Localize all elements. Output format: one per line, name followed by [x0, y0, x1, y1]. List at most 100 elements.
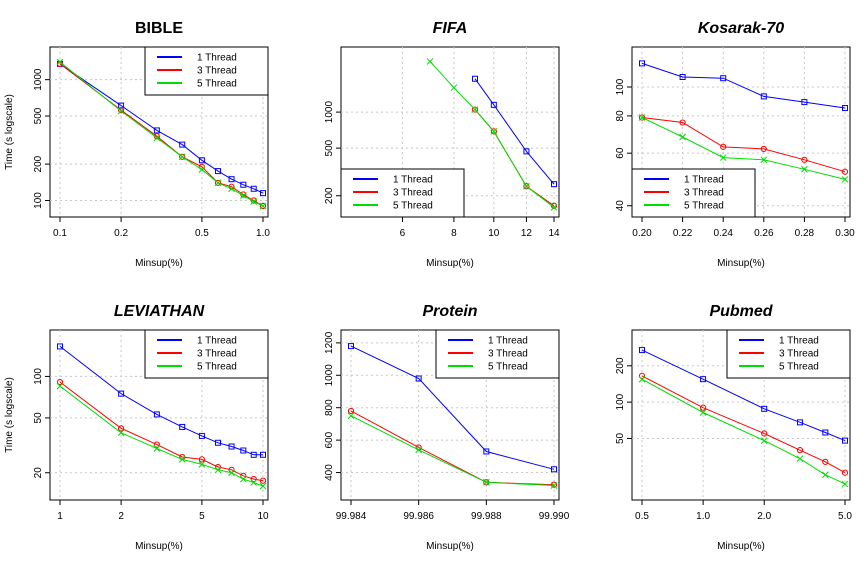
series-5-thread — [638, 114, 849, 183]
x-tick-label: 14 — [548, 228, 560, 239]
x-tick-label: 0.20 — [632, 228, 652, 239]
data-point — [214, 179, 222, 186]
x-tick-label: 99.990 — [539, 511, 570, 522]
x-tick-label: 12 — [521, 228, 533, 239]
legend-label: 3 Thread — [393, 188, 433, 199]
data-point — [841, 176, 849, 183]
legend-label: 5 Thread — [197, 362, 237, 373]
legend-label: 1 Thread — [393, 175, 433, 186]
data-point — [471, 75, 478, 82]
x-tick-label: 0.2 — [114, 228, 128, 239]
data-point — [490, 128, 497, 135]
x-axis-label: Minsup(%) — [717, 541, 765, 552]
series-3-thread — [347, 407, 558, 488]
legend: 1 Thread 3 Thread 5 Thread — [340, 168, 465, 218]
x-tick-label: 99.984 — [336, 511, 367, 522]
data-point — [214, 466, 222, 474]
data-point — [214, 439, 221, 446]
data-point — [796, 447, 804, 454]
series-line — [59, 346, 263, 456]
legend-label: 3 Thread — [779, 349, 819, 360]
series-5-thread — [56, 382, 267, 490]
data-point — [638, 114, 646, 121]
series-line — [59, 63, 264, 194]
data-point — [679, 133, 686, 141]
y-axis-label: Time (s logscale) — [4, 377, 15, 453]
data-point — [56, 58, 64, 66]
data-point — [214, 168, 221, 175]
chart-pubmed: 0.5 1.0 2.0 5.0 50 100 200 Pubmed Minsup(%) 1 Thr… — [615, 303, 852, 552]
series-line — [350, 345, 555, 470]
x-tick-label: 0.1 — [53, 228, 67, 239]
data-point — [801, 99, 808, 106]
data-point — [700, 404, 707, 411]
chart-title: LEVIATHAN — [114, 303, 205, 320]
data-point — [550, 481, 558, 488]
y-tick-label: 500 — [33, 107, 44, 124]
x-axis-label: Minsup(%) — [426, 258, 474, 269]
series-line — [641, 349, 846, 442]
x-tick-label: 8 — [451, 228, 457, 239]
chart-leviathan: 1 2 5 10 20 50 100 LEVIATHAN Minsup(%) Time (s lo… — [4, 303, 269, 552]
y-tick-label: 200 — [615, 357, 626, 374]
y-tick-label: 1200 — [324, 331, 335, 354]
x-tick-label: 2.0 — [757, 511, 771, 522]
x-tick-label: 0.5 — [195, 228, 209, 239]
data-point — [179, 423, 186, 430]
data-point — [639, 60, 645, 67]
data-point — [426, 58, 434, 65]
data-point — [259, 202, 267, 210]
data-point — [679, 119, 686, 126]
series-5-thread — [426, 58, 558, 211]
data-point — [178, 456, 186, 463]
data-point — [239, 475, 247, 483]
data-point — [638, 114, 646, 121]
data-point — [178, 153, 186, 161]
data-point — [118, 425, 125, 432]
series-line — [429, 61, 555, 208]
data-point — [228, 185, 235, 193]
data-point — [259, 202, 267, 210]
data-point — [551, 181, 557, 188]
y-tick-label: 40 — [615, 200, 626, 212]
x-tick-label: 5.0 — [838, 511, 852, 522]
data-point — [250, 198, 258, 205]
y-tick-label: 200 — [33, 155, 44, 172]
data-point — [551, 466, 557, 473]
data-point — [117, 107, 125, 115]
y-tick-label: 60 — [615, 147, 626, 159]
legend-label: 5 Thread — [197, 79, 237, 90]
x-tick-label: 1.0 — [256, 228, 270, 239]
data-point — [639, 347, 645, 354]
data-point — [471, 106, 479, 113]
series-line — [474, 78, 555, 185]
data-point — [761, 430, 768, 437]
data-point — [842, 437, 848, 444]
x-axis-label: Minsup(%) — [426, 541, 474, 552]
data-point — [801, 165, 808, 173]
data-point — [117, 429, 125, 437]
data-point — [841, 168, 849, 175]
series-line — [350, 410, 555, 486]
series-1-thread — [57, 343, 266, 458]
data-point — [260, 190, 266, 197]
x-axis-label: Minsup(%) — [135, 258, 183, 269]
data-point — [118, 390, 125, 397]
data-point — [118, 102, 125, 109]
data-point — [228, 176, 235, 183]
x-tick-label: 6 — [400, 228, 406, 239]
legend-label: 1 Thread — [779, 336, 819, 347]
data-point — [198, 456, 205, 463]
x-tick-label: 0.5 — [635, 511, 649, 522]
y-tick-label: 1000 — [324, 101, 335, 124]
x-tick-label: 2 — [118, 511, 124, 522]
chart-kosarak-70: 0.20 0.22 0.24 0.26 0.28 0.30 40 60 80 100 Kosarak… — [615, 20, 855, 269]
data-point — [796, 419, 803, 426]
data-point — [841, 480, 849, 488]
y-tick-label: 800 — [324, 399, 335, 416]
y-tick-label: 100 — [33, 368, 44, 385]
data-point — [699, 409, 707, 416]
chart-title: BIBLE — [135, 20, 183, 37]
x-tick-label: 1.0 — [696, 511, 710, 522]
data-point — [523, 148, 530, 155]
